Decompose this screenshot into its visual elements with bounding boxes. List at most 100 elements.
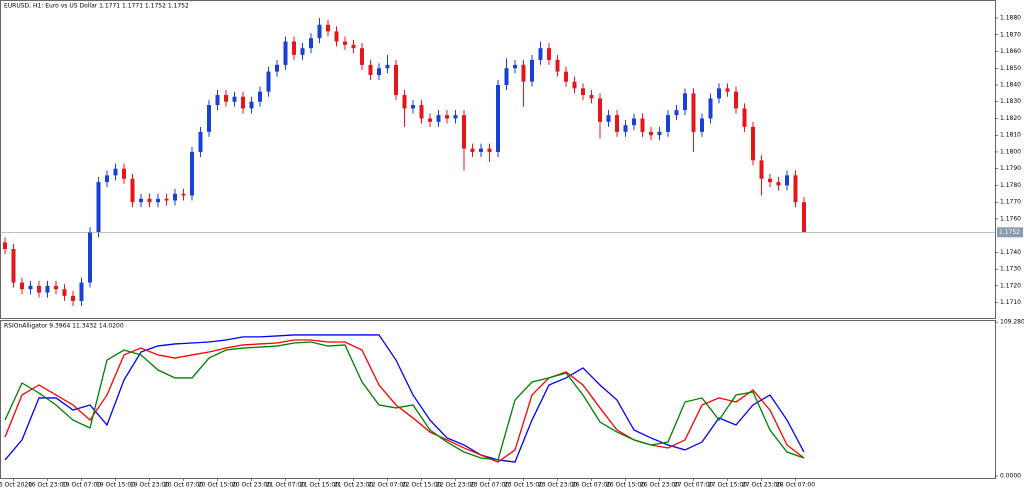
indicator-line [4, 334, 805, 463]
candle-body [606, 115, 611, 122]
price-tag-label: 1.1752 [999, 229, 1020, 236]
candle-body [258, 91, 262, 102]
candle-body [317, 24, 322, 39]
candle-body [776, 182, 781, 186]
candle-body [139, 198, 143, 203]
candle-body [530, 59, 534, 82]
x-tick-label: 16 Oct 2020 [0, 482, 32, 489]
y-tick-label: 1.1720 [1000, 282, 1021, 289]
candle-body [173, 193, 177, 201]
x-tick-label: 23 Oct 15:00 [504, 482, 543, 489]
x-tick-label: 23 Oct 23:00 [538, 482, 577, 489]
indicator-panel [0, 320, 996, 479]
candle-body [368, 64, 373, 75]
candle-body [674, 110, 679, 116]
candle-body [275, 64, 279, 72]
candle-body [96, 182, 101, 233]
candle-body [232, 96, 237, 102]
candle-body [394, 64, 398, 96]
indicator-title: RSIOnAlligator 9.3964 11.3432 14.0200 [4, 323, 124, 330]
x-tick-label: 26 Oct 07:00 [572, 482, 611, 489]
candle-body [113, 168, 118, 176]
candle-body [334, 31, 339, 42]
y-tick-label: 1.1760 [1000, 215, 1021, 222]
price-title: EURUSD, H1: Euro vs US Dollar 1.1771 1.1… [4, 3, 189, 10]
y-tick-label: 0.0000 [1000, 473, 1021, 480]
candle-body [300, 48, 305, 55]
candle-body [632, 118, 636, 126]
y-tick-label: 109.2807 [1000, 319, 1024, 326]
y-tick-label: 1.1860 [1000, 48, 1021, 55]
candle-body [615, 115, 619, 132]
candle-body [470, 148, 475, 152]
candle-body [555, 59, 560, 72]
candle-body [11, 249, 16, 283]
candle-body [164, 198, 169, 201]
candle-body [759, 160, 764, 179]
candle-body [496, 85, 500, 152]
candle-body [717, 88, 721, 99]
y-tick-label: 1.1770 [1000, 199, 1021, 206]
candle-body [666, 115, 670, 132]
candle-body [402, 95, 407, 109]
candle-body [691, 93, 696, 132]
y-tick-label: 1.1870 [1000, 31, 1021, 38]
candle-body [802, 202, 806, 233]
x-tick-label: 20 Oct 23:00 [232, 482, 271, 489]
candle-body [343, 41, 347, 45]
candle-body [657, 131, 662, 136]
candle-body [377, 68, 381, 75]
candle-body [521, 64, 526, 82]
candle-body [479, 148, 483, 152]
x-tick-label: 21 Oct 23:00 [334, 482, 373, 489]
candle-body [215, 95, 220, 106]
candle-body [734, 91, 738, 109]
candle-body [572, 81, 577, 89]
y-tick-label: 1.1810 [1000, 132, 1021, 139]
candle-body [3, 242, 7, 250]
candle-body [768, 178, 772, 183]
x-tick-label: 19 Oct 15:00 [96, 482, 135, 489]
candle-body [428, 118, 432, 122]
x-tick-label: 16 Oct 23:00 [28, 482, 67, 489]
candle-body [28, 285, 33, 290]
candle-body [266, 71, 271, 92]
x-tick-label: 26 Oct 15:00 [606, 482, 645, 489]
candle-body [547, 48, 551, 60]
y-tick-label: 1.1820 [1000, 115, 1021, 122]
x-tick-label: 19 Oct 23:00 [130, 482, 169, 489]
candle-body [445, 115, 449, 119]
candle-body [147, 198, 152, 203]
candle-body [411, 105, 415, 109]
candle-body [62, 289, 67, 296]
candle-body [598, 98, 602, 122]
candle-body [513, 64, 517, 69]
candle-body [241, 96, 245, 109]
candle-body [649, 131, 653, 136]
y-tick-label: 1.1710 [1000, 299, 1021, 306]
candle-body [54, 285, 58, 290]
candle-body [224, 95, 228, 102]
candle-body [683, 93, 687, 111]
y-tick-label: 1.1800 [1000, 148, 1021, 155]
candle-body [326, 24, 330, 32]
candle-body [419, 105, 424, 119]
y-tick-label: 1.1850 [1000, 65, 1021, 72]
indicator-line [4, 341, 805, 461]
candle-body [793, 175, 798, 203]
candle-body [37, 285, 41, 293]
candle-body [20, 282, 24, 290]
y-tick-label: 1.1790 [1000, 165, 1021, 172]
candle-body [725, 88, 730, 92]
candle-body [785, 175, 789, 186]
candle-body [708, 98, 713, 119]
candle-body [436, 115, 441, 122]
candle-body [207, 105, 211, 132]
candle-body [487, 148, 492, 152]
y-tick-label: 1.1730 [1000, 266, 1021, 273]
candle-body [360, 48, 364, 65]
price-panel [0, 0, 996, 319]
y-tick-label: 1.1780 [1000, 182, 1021, 189]
candle-body [504, 68, 509, 85]
